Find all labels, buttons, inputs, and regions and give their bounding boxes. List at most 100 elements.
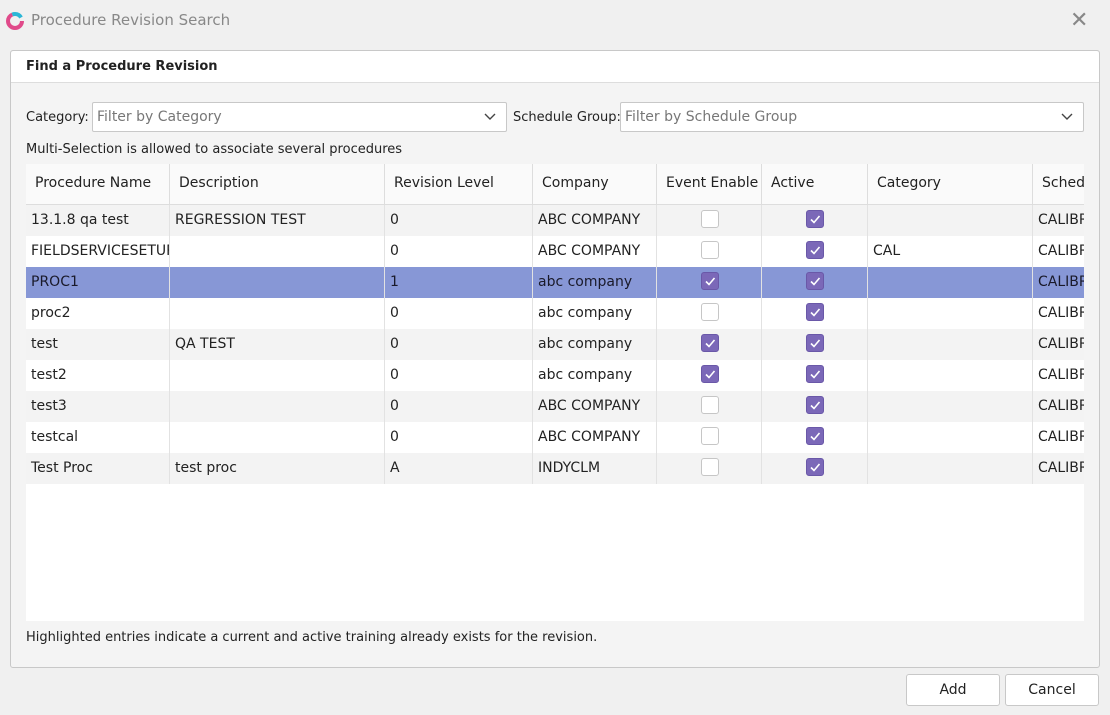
table-row[interactable]: test2 0 abc company CALIBR (26, 360, 1084, 391)
table-row[interactable]: test QA TEST 0 abc company CALIBR (26, 329, 1084, 360)
window-title: Procedure Revision Search (31, 11, 231, 29)
column-header[interactable]: Revision Level (385, 164, 533, 205)
column-header[interactable]: Event Enable (657, 164, 762, 205)
table-cell (170, 236, 385, 267)
panel-title: Find a Procedure Revision (26, 59, 218, 74)
cancel-button[interactable]: Cancel (1005, 674, 1099, 706)
table-cell: PROC1 (26, 267, 170, 298)
checkbox[interactable] (806, 458, 824, 476)
table-cell: test3 (26, 391, 170, 422)
table-cell (762, 360, 868, 391)
table-cell (762, 298, 868, 329)
checkbox[interactable] (700, 210, 719, 228)
checkbox[interactable] (700, 427, 719, 445)
checkbox[interactable] (700, 334, 719, 352)
table-cell: 0 (385, 422, 533, 453)
checkbox[interactable] (700, 241, 719, 259)
checkbox[interactable] (806, 396, 824, 414)
table-cell: ABC COMPANY (533, 391, 657, 422)
table-cell (868, 298, 1033, 329)
table-cell: CALIBR (1033, 329, 1084, 360)
table-cell: test (26, 329, 170, 360)
checkbox[interactable] (700, 303, 719, 321)
button-label: Cancel (1028, 682, 1076, 698)
title-bar: Procedure Revision Search ✕ (0, 0, 1110, 42)
table-cell (868, 205, 1033, 236)
table-row[interactable]: testcal 0 ABC COMPANY CALIBR (26, 422, 1084, 453)
table-cell: CALIBR (1033, 422, 1084, 453)
table-cell (657, 422, 762, 453)
footnote: Highlighted entries indicate a current a… (26, 630, 598, 645)
table-row[interactable]: proc2 0 abc company CALIBR (26, 298, 1084, 329)
table-cell: abc company (533, 298, 657, 329)
button-label: Add (939, 682, 967, 698)
checkbox[interactable] (700, 365, 719, 383)
table-cell: CALIBR (1033, 205, 1084, 236)
table-cell: 1 (385, 267, 533, 298)
schedule-filter[interactable]: Filter by Schedule Group (620, 102, 1084, 132)
table-cell: 0 (385, 205, 533, 236)
table-cell: ABC COMPANY (533, 236, 657, 267)
table-cell: proc2 (26, 298, 170, 329)
column-header[interactable]: Sched. (1033, 164, 1084, 205)
close-button[interactable]: ✕ (1070, 8, 1089, 33)
column-header[interactable]: Company (533, 164, 657, 205)
checkbox[interactable] (700, 396, 719, 414)
table-cell (868, 422, 1033, 453)
table-cell (868, 391, 1033, 422)
checkbox[interactable] (700, 272, 719, 290)
table-cell: A (385, 453, 533, 484)
checkbox[interactable] (806, 303, 824, 321)
category-filter[interactable]: Filter by Category (92, 102, 507, 132)
table-cell (657, 205, 762, 236)
table-cell (762, 422, 868, 453)
table-cell (762, 236, 868, 267)
table-cell: CALIBR (1033, 360, 1084, 391)
table-cell: CAL (868, 236, 1033, 267)
checkbox[interactable] (806, 241, 824, 259)
table-cell: test proc (170, 453, 385, 484)
results-table: Procedure Name Description Revision Level C… (26, 164, 1084, 621)
checkbox[interactable] (806, 334, 824, 352)
table-cell (762, 391, 868, 422)
table-cell: ABC COMPANY (533, 422, 657, 453)
checkbox[interactable] (806, 272, 824, 290)
panel-header: Find a Procedure Revision (11, 51, 1099, 83)
table-cell (762, 329, 868, 360)
table-cell: abc company (533, 360, 657, 391)
checkbox[interactable] (806, 365, 824, 383)
app-icon (6, 12, 24, 30)
checkbox[interactable] (700, 458, 719, 476)
table-cell (170, 298, 385, 329)
checkbox[interactable] (806, 210, 824, 228)
table-cell (170, 267, 385, 298)
table-row[interactable]: test3 0 ABC COMPANY CALIBR (26, 391, 1084, 422)
checkbox[interactable] (806, 427, 824, 445)
filter-placeholder: Filter by Schedule Group (625, 109, 798, 125)
table-cell: CALIBR (1033, 298, 1084, 329)
table-cell: 0 (385, 391, 533, 422)
table-cell: abc company (533, 267, 657, 298)
column-header[interactable]: Active (762, 164, 868, 205)
table-row[interactable]: 13.1.8 qa test REGRESSION TEST 0 ABC COMPAN… (26, 205, 1084, 236)
column-header[interactable]: Procedure Name (26, 164, 170, 205)
column-header[interactable]: Category (868, 164, 1033, 205)
table-cell (170, 360, 385, 391)
table-cell: 0 (385, 329, 533, 360)
table-cell: CALIBR (1033, 391, 1084, 422)
table-cell: 13.1.8 qa test (26, 205, 170, 236)
table-row[interactable]: Test Proc test proc A INDYCLM CALIBR (26, 453, 1084, 484)
table-cell (657, 391, 762, 422)
table-cell (762, 205, 868, 236)
table-cell: INDYCLM (533, 453, 657, 484)
table-cell (868, 267, 1033, 298)
table-row[interactable]: FIELDSERVICESETUP 0 ABC COMPANY CAL CALIBR (26, 236, 1084, 267)
table-cell (868, 329, 1033, 360)
table-cell (762, 453, 868, 484)
table-cell: CALIBR (1033, 267, 1084, 298)
filter-label: Category: (26, 110, 89, 125)
add-button[interactable]: Add (906, 674, 1000, 706)
table-cell (657, 236, 762, 267)
table-row[interactable]: PROC1 1 abc company CALIBR (26, 267, 1084, 298)
column-header[interactable]: Description (170, 164, 385, 205)
